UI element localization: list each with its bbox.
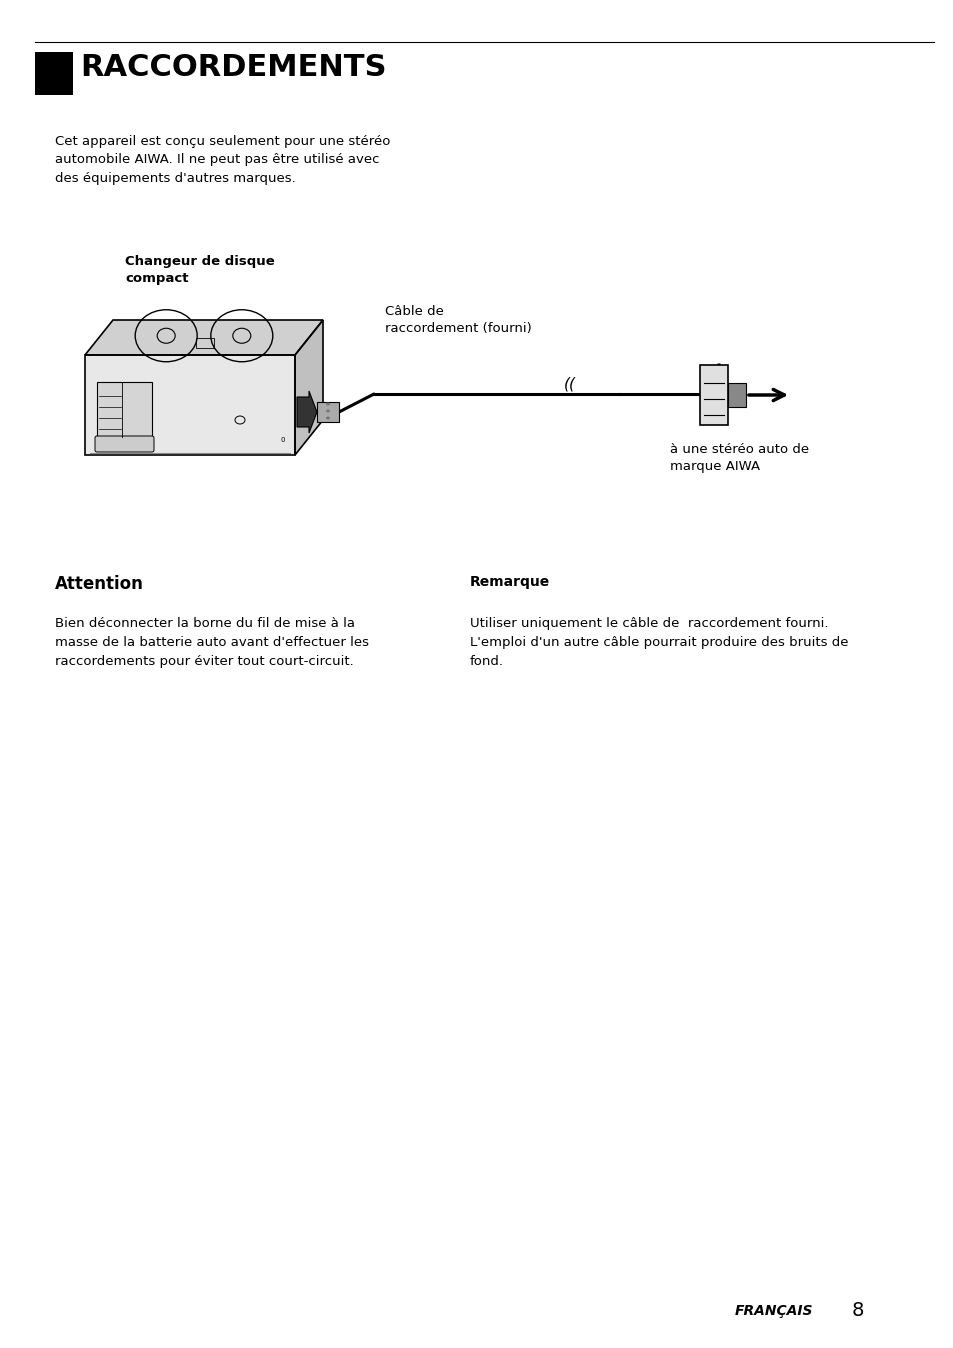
Polygon shape xyxy=(296,391,316,433)
Bar xyxy=(35,53,73,94)
Ellipse shape xyxy=(326,417,330,419)
Text: ((: (( xyxy=(563,376,576,391)
Ellipse shape xyxy=(326,403,330,406)
Text: Câble de
raccordement (fourni): Câble de raccordement (fourni) xyxy=(385,305,531,336)
Text: 8: 8 xyxy=(851,1301,863,1320)
Bar xyxy=(727,383,745,407)
Bar xyxy=(316,402,338,422)
FancyBboxPatch shape xyxy=(95,435,153,452)
Text: Attention: Attention xyxy=(55,576,144,593)
Bar xyxy=(97,381,152,437)
Text: Utiliser uniquement le câble de  raccordement fourni.
L'emploi d'un autre câble : Utiliser uniquement le câble de raccorde… xyxy=(470,617,847,669)
Bar xyxy=(195,338,213,348)
Polygon shape xyxy=(294,319,323,456)
Text: Changeur de disque
compact: Changeur de disque compact xyxy=(125,255,274,284)
Bar xyxy=(700,365,727,425)
Text: à une stéréo auto de
marque AIWA: à une stéréo auto de marque AIWA xyxy=(669,443,808,473)
Text: FRANÇAIS: FRANÇAIS xyxy=(734,1304,813,1318)
Polygon shape xyxy=(85,319,323,355)
Ellipse shape xyxy=(326,410,330,412)
Text: Remarque: Remarque xyxy=(470,576,550,589)
Text: 0: 0 xyxy=(280,437,285,443)
Polygon shape xyxy=(85,355,294,456)
Text: RACCORDEMENTS: RACCORDEMENTS xyxy=(80,53,386,81)
Text: Bien déconnecter la borne du fil de mise à la
masse de la batterie auto avant d': Bien déconnecter la borne du fil de mise… xyxy=(55,617,369,669)
Text: Cet appareil est conçu seulement pour une stéréo
automobile AIWA. Il ne peut pas: Cet appareil est conçu seulement pour un… xyxy=(55,135,390,185)
